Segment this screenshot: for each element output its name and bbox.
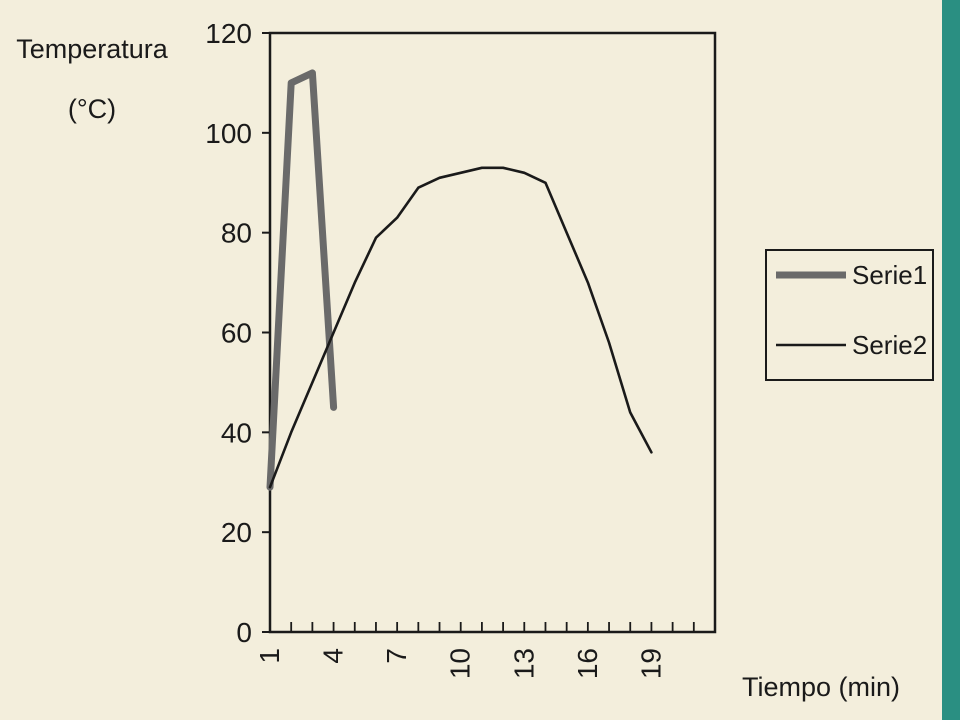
y-tick-label: 100 [205,118,252,149]
x-tick-label: 7 [381,648,412,664]
series-line-serie1 [266,69,338,491]
x-tick-label: 13 [508,648,539,679]
y-axis-label-line1: Temperatura [16,34,169,64]
y-axis-label-line2: (°C) [68,94,116,124]
y-tick-label: 80 [221,218,252,249]
y-tick-label: 0 [236,617,252,648]
legend-label-serie1: Serie1 [852,260,927,290]
legend: Serie1 Serie2 [765,249,934,381]
x-tick-label: 16 [572,648,603,679]
y-tick-label: 20 [221,517,252,548]
plot-frame [268,31,717,634]
axes: 0 20 40 60 80 100 120 1 4 7 10 13 16 19 [205,18,717,679]
y-tick-label: 120 [205,18,252,49]
y-tick-label: 60 [221,318,252,349]
x-tick-label: 1 [254,648,285,664]
x-tick-label: 4 [318,648,349,664]
x-axis-label: Tiempo (min) [742,672,900,702]
series-lines [266,69,653,491]
x-tick-label: 10 [445,648,476,679]
legend-label-serie2: Serie2 [852,330,927,360]
slide-accent-bar [942,0,960,720]
y-tick-label: 40 [221,417,252,448]
x-tick-label: 19 [635,648,666,679]
